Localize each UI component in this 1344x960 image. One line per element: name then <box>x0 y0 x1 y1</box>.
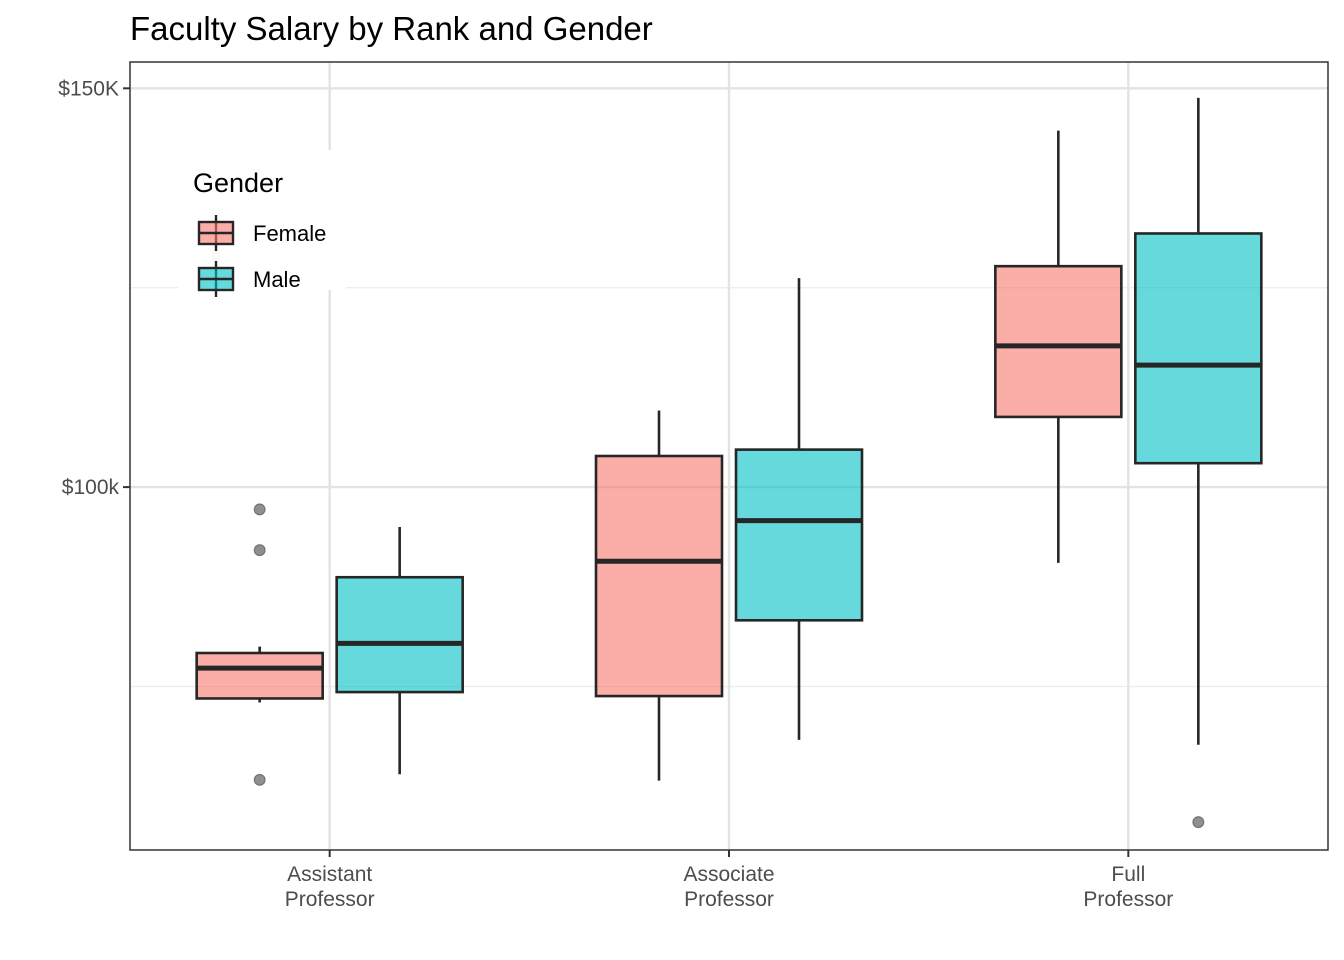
outlier-point-female-assistant-professor <box>253 503 266 516</box>
x-tick-label: Full <box>1111 863 1145 886</box>
x-tick-label: Professor <box>684 888 774 911</box>
box-male-full-professor <box>1134 232 1263 465</box>
outlier-point-female-assistant-professor <box>253 544 266 557</box>
x-tick-label: Professor <box>1083 888 1173 911</box>
box-female-assistant-professor <box>195 651 324 700</box>
x-tick-label: Associate <box>683 863 774 886</box>
outlier-point-male-full-professor <box>1192 816 1205 829</box>
box-male-assistant-professor <box>335 575 464 694</box>
x-tick-label: Professor <box>285 888 375 911</box>
chart-title: Faculty Salary by Rank and Gender <box>130 10 653 47</box>
box-male-associate-professor <box>734 448 864 622</box>
y-tick-label: $150K <box>58 77 119 100</box>
plot-area: $100k$150KAssistantProfessorAssociatePro… <box>58 61 1329 911</box>
legend: Gender Female Male <box>178 150 346 297</box>
legend-label-female: Female <box>253 221 326 246</box>
legend-title: Gender <box>193 168 283 198</box>
legend-background <box>178 150 346 290</box>
x-tick-label: Assistant <box>287 863 372 886</box>
outlier-point-female-assistant-professor <box>253 773 266 786</box>
box-female-associate-professor <box>594 454 724 698</box>
box-female-full-professor <box>994 264 1123 419</box>
y-tick-label: $100k <box>62 476 120 499</box>
legend-label-male: Male <box>253 267 301 292</box>
